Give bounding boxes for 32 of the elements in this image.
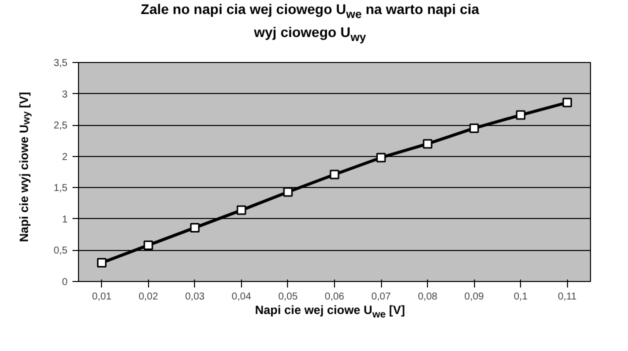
y-tick-label: 1,5 [54,183,68,194]
point [330,170,340,180]
x-tick-label: 0,01 [92,292,112,302]
x-tick-label: 0,04 [232,292,252,302]
point [97,258,107,268]
x-tick-label: 0,07 [371,292,392,302]
point [144,240,154,250]
y-tick-label: 3,5 [54,58,68,69]
y-tick-label: 0,5 [54,246,68,257]
point [516,110,526,120]
y-tick-label: 0 [62,277,68,288]
x-tick-label: 0,06 [324,292,345,302]
y-tick-label: 3 [62,89,68,100]
point [283,187,293,197]
x-tick-label: 0,08 [418,292,438,302]
y-tick-label: 1 [62,214,68,226]
point [562,98,572,108]
x-tick-label: 0,05 [278,292,298,302]
point [236,205,246,215]
x-tick-label: 0,1 [514,292,528,302]
point [376,152,386,162]
point [422,139,432,149]
y-tick-label: 2,5 [54,120,68,132]
x-tick-label: 0,03 [185,292,206,302]
point [469,123,479,133]
chart-title: Zale no napi cia wej ciowego U$_{we}$ na warto napi cia wyj ciowego U$_{wy}$ [140,0,480,46]
x-tick-label: 0,02 [138,292,158,302]
x-axis-title: Napi cie wej ciowe U$_{we}$ [V] [254,302,406,322]
point [190,222,200,232]
x-tick-label: 0,09 [464,292,484,302]
y-tick-label: 2 [62,152,68,163]
x-tick-label: 0,11 [558,292,578,302]
